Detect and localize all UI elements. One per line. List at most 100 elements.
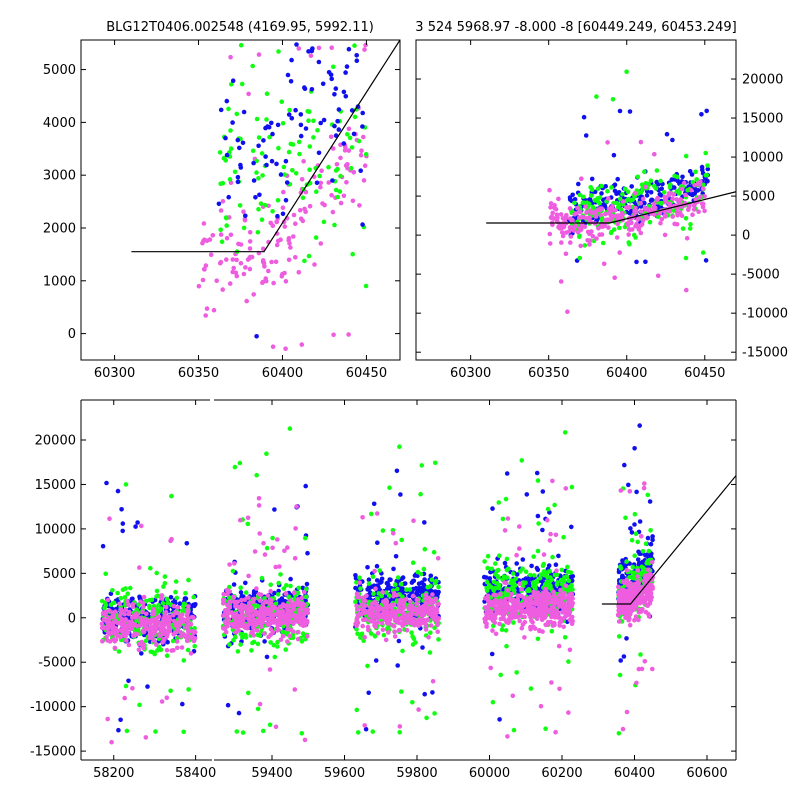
data-point	[224, 257, 229, 262]
data-point	[391, 593, 396, 599]
data-point	[650, 534, 655, 539]
data-point	[519, 587, 524, 592]
data-point	[250, 640, 255, 646]
data-point	[421, 566, 427, 572]
data-point	[505, 588, 511, 593]
data-point	[227, 604, 233, 610]
data-point	[257, 192, 262, 198]
data-point	[550, 210, 555, 216]
data-point	[239, 597, 244, 603]
data-point	[177, 601, 183, 606]
data-point	[290, 142, 296, 147]
data-point	[379, 576, 385, 582]
data-point	[184, 541, 190, 546]
data-point	[662, 212, 668, 218]
data-point	[355, 607, 360, 612]
data-point	[703, 173, 709, 178]
data-point	[285, 545, 290, 550]
data-point	[593, 214, 599, 219]
data-point	[484, 579, 490, 585]
data-point	[302, 86, 308, 91]
data-point	[113, 626, 119, 631]
data-point	[193, 602, 198, 607]
data-point	[291, 590, 297, 595]
data-point	[269, 120, 274, 126]
data-point	[238, 642, 243, 647]
data-point	[375, 540, 380, 545]
data-point	[118, 634, 123, 640]
data-point	[273, 724, 279, 730]
data-point	[699, 201, 705, 206]
data-point	[144, 611, 149, 617]
data-point	[409, 630, 414, 635]
data-point	[410, 634, 415, 639]
data-point	[616, 584, 621, 590]
data-point	[620, 191, 625, 197]
data-point	[295, 636, 301, 642]
data-point	[304, 633, 310, 639]
data-point	[238, 42, 244, 48]
data-point	[631, 232, 637, 238]
data-point	[244, 298, 249, 304]
data-point	[263, 125, 268, 131]
data-point	[294, 42, 299, 47]
data-point	[374, 578, 380, 583]
data-point	[319, 168, 324, 173]
data-point	[601, 202, 606, 207]
data-point	[230, 120, 235, 125]
data-point	[651, 183, 657, 189]
data-point	[254, 628, 260, 633]
data-point	[260, 246, 266, 252]
data-point	[318, 241, 324, 246]
data-point	[490, 506, 495, 511]
data-point	[632, 522, 637, 527]
data-point	[120, 625, 125, 630]
data-point	[650, 666, 655, 672]
data-point	[354, 626, 359, 632]
data-point	[502, 560, 508, 566]
data-point	[164, 596, 170, 602]
data-point	[420, 585, 425, 590]
data-point	[563, 583, 569, 589]
data-point	[617, 225, 622, 231]
data-point	[271, 280, 276, 286]
data-point	[329, 192, 334, 198]
data-point	[280, 121, 286, 126]
data-point	[268, 220, 274, 226]
data-point	[107, 608, 112, 613]
data-point	[296, 139, 302, 145]
data-point	[561, 624, 566, 630]
data-point	[670, 196, 675, 202]
data-point	[511, 620, 516, 625]
data-point	[239, 81, 245, 87]
data-point	[165, 631, 170, 637]
data-point	[120, 629, 126, 635]
data-point	[621, 654, 627, 659]
data-point	[372, 633, 378, 639]
data-point	[642, 481, 647, 486]
data-point	[256, 135, 262, 140]
data-point	[535, 513, 541, 519]
data-point	[160, 601, 166, 606]
data-point	[143, 638, 149, 644]
data-point	[288, 583, 293, 589]
data-point	[419, 608, 425, 614]
data-point	[436, 601, 441, 607]
data-point	[283, 198, 289, 203]
data-point	[622, 186, 628, 192]
data-point	[656, 214, 661, 220]
data-point	[626, 482, 631, 488]
data-point	[147, 634, 152, 639]
data-point	[105, 716, 110, 722]
data-point	[491, 588, 497, 593]
data-point	[341, 193, 347, 199]
data-point	[637, 423, 642, 428]
data-point	[154, 627, 159, 632]
data-point	[118, 717, 123, 723]
data-point	[258, 201, 264, 206]
data-point	[396, 628, 402, 633]
data-point	[283, 279, 289, 284]
data-point	[304, 581, 310, 587]
data-point	[612, 275, 617, 281]
data-point	[578, 243, 583, 249]
